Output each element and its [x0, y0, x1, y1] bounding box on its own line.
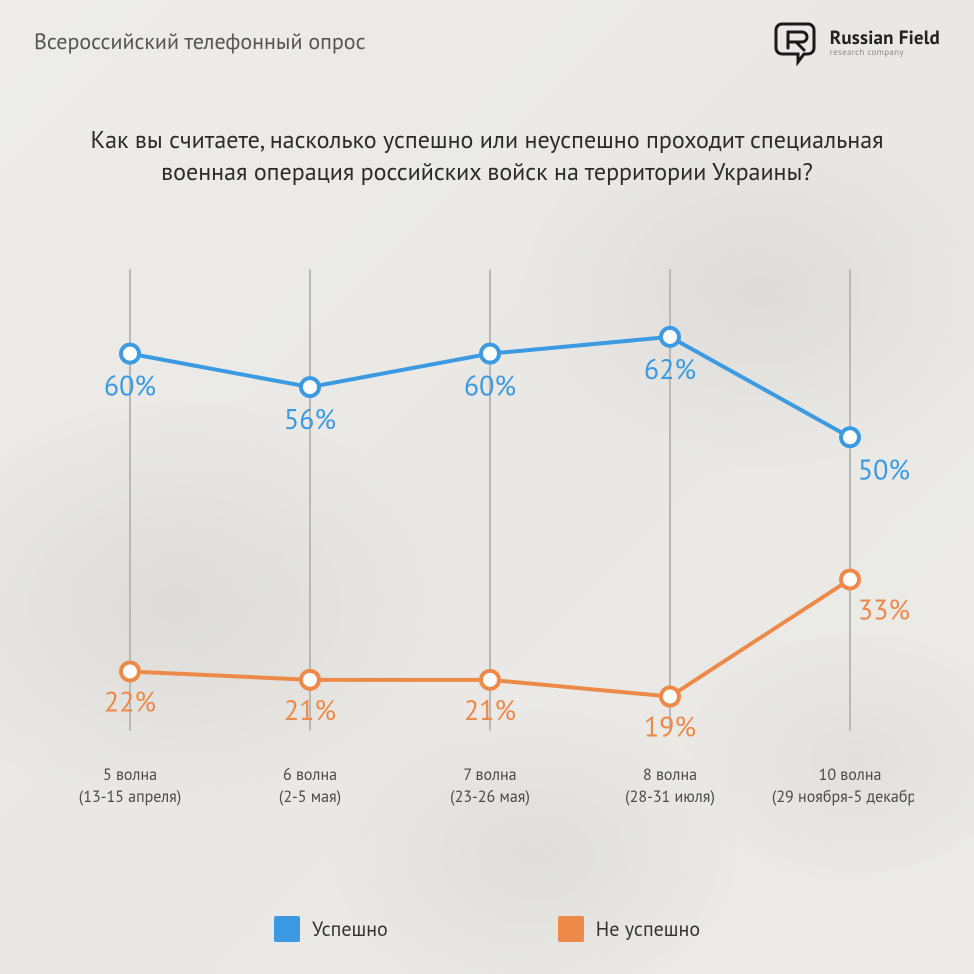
survey-question: Как вы считаете, насколько успешно или н…: [0, 124, 974, 189]
svg-text:5 волна: 5 волна: [103, 765, 157, 785]
svg-text:21%: 21%: [464, 691, 516, 728]
svg-text:62%: 62%: [644, 350, 696, 387]
brand-name: Russian Field: [830, 29, 940, 48]
legend-item-fail: Не успешно: [558, 916, 700, 942]
svg-text:60%: 60%: [464, 367, 516, 404]
svg-text:22%: 22%: [104, 682, 156, 719]
legend-label-success: Успешно: [312, 916, 388, 942]
chart-legend: Успешно Не успешно: [0, 916, 974, 942]
svg-text:19%: 19%: [644, 708, 696, 745]
brand-logo-icon: [774, 20, 820, 66]
svg-text:(23-26 мая): (23-26 мая): [450, 787, 530, 807]
survey-type-title: Всероссийский телефонный опрос: [34, 28, 366, 56]
legend-swatch-success: [274, 916, 300, 942]
svg-text:(28-31 июля): (28-31 июля): [625, 787, 715, 807]
svg-text:7 волна: 7 волна: [463, 765, 516, 785]
svg-text:(2-5 мая): (2-5 мая): [279, 787, 341, 807]
svg-text:8 волна: 8 волна: [643, 765, 697, 785]
svg-text:(13-15 апреля): (13-15 апреля): [79, 787, 181, 807]
svg-text:6 волна: 6 волна: [283, 765, 337, 785]
svg-text:33%: 33%: [858, 590, 910, 627]
brand-logo: Russian Field research company: [774, 20, 940, 66]
svg-text:56%: 56%: [284, 400, 336, 437]
line-chart: 60% 56% 60% 62% 50% 22% 21% 21% 19% 33% 5 волна(13…: [60, 260, 914, 840]
svg-text:60%: 60%: [104, 367, 156, 404]
legend-label-fail: Не успешно: [596, 916, 700, 942]
legend-item-success: Успешно: [274, 916, 388, 942]
infographic-page: Всероссийский телефонный опрос Russian F…: [0, 0, 974, 974]
svg-text:50%: 50%: [858, 450, 910, 487]
svg-text:21%: 21%: [284, 691, 336, 728]
svg-text:10 волна: 10 волна: [819, 765, 882, 785]
chart-svg: 60% 56% 60% 62% 50% 22% 21% 21% 19% 33% 5 волна(13…: [60, 260, 914, 840]
legend-swatch-fail: [558, 916, 584, 942]
svg-text:(29 ноября-5 декабря): (29 ноября-5 декабря): [772, 787, 914, 807]
